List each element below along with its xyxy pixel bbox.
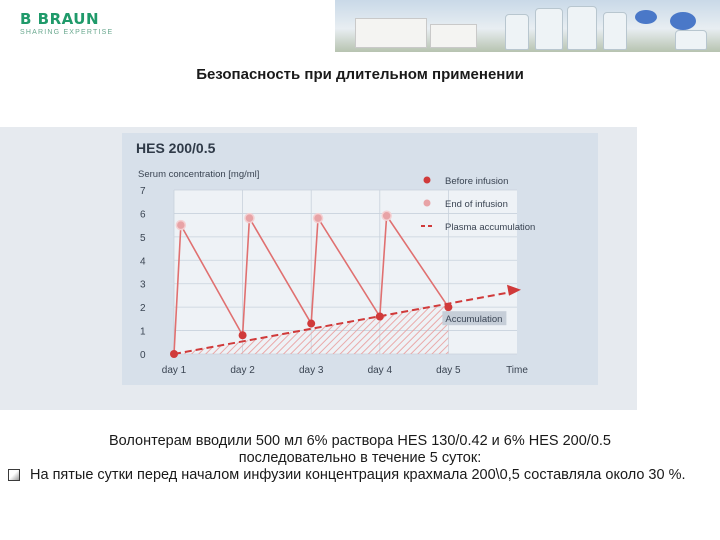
x-axis-label: Time	[506, 365, 528, 376]
bullet-item: На пятые сутки перед началом инфузии кон…	[8, 467, 712, 484]
bbraun-logo: B BRAUN SHARING EXPERTISE	[20, 10, 113, 36]
legend-label-end: End of infusion	[445, 199, 508, 210]
accumulation-arrow	[507, 284, 521, 296]
end-of-infusion-point	[244, 212, 255, 224]
end-of-infusion-point	[381, 210, 392, 222]
before-infusion-point	[170, 350, 178, 358]
body-text: Волонтерам вводили 500 мл 6% раствора HE…	[8, 433, 712, 484]
plasma-accumulation-line	[173, 290, 514, 355]
y-tick-label: 5	[140, 233, 146, 244]
y-tick-label: 0	[140, 350, 146, 361]
y-tick-label: 7	[140, 186, 146, 197]
end-of-infusion-point	[175, 219, 187, 231]
logo-main-text: B BRAUN	[20, 10, 100, 28]
legend-marker-end	[423, 199, 431, 207]
y-tick-label: 1	[140, 327, 146, 338]
bullet-text: На пятые сутки перед началом инфузии кон…	[30, 467, 686, 483]
x-tick-label: day 5	[436, 365, 461, 376]
header-banner-image	[335, 0, 720, 52]
chart-title: HES 200/0.5	[136, 140, 216, 156]
body-line-2: последовательно в течение 5 суток:	[238, 450, 482, 466]
y-tick-label: 2	[140, 303, 146, 314]
body-line-1: Волонтерам вводили 500 мл 6% раствора HE…	[108, 433, 611, 449]
y-tick-label: 4	[140, 256, 146, 267]
hes-concentration-chart: Accumulation 0 1 2 3 4 5 6 7 day 1 day 2 day 3 day 4…	[136, 140, 535, 376]
y-tick-label: 6	[140, 209, 146, 220]
logo-tagline: SHARING EXPERTISE	[20, 29, 114, 36]
before-infusion-point	[375, 312, 384, 321]
legend-marker-before	[423, 176, 431, 184]
x-tick-label: day 4	[368, 365, 393, 376]
before-infusion-point	[444, 303, 453, 312]
y-axis-label: Serum concentration [mg/ml]	[138, 169, 259, 180]
accumulation-label-box	[442, 311, 507, 326]
header: B BRAUN SHARING EXPERTISE	[0, 0, 720, 55]
end-of-infusion-point	[312, 212, 324, 224]
x-tick-label: day 3	[299, 365, 324, 376]
y-tick-label: 3	[140, 280, 146, 291]
x-tick-label: day 1	[162, 365, 187, 376]
slide-title: Безопасность при длительном применении	[196, 66, 524, 83]
legend-label-plasma: Plasma accumulation	[445, 222, 535, 233]
before-infusion-point	[307, 319, 316, 328]
checkbox-bullet-icon	[8, 469, 20, 481]
x-tick-label: day 2	[230, 365, 255, 376]
before-infusion-point	[238, 331, 247, 340]
legend-label-before: Before infusion	[445, 176, 508, 187]
accumulation-label: Accumulation	[445, 314, 502, 325]
chart-container: Accumulation 0 1 2 3 4 5 6 7 day 1 day 2 day 3 day 4…	[122, 133, 598, 385]
